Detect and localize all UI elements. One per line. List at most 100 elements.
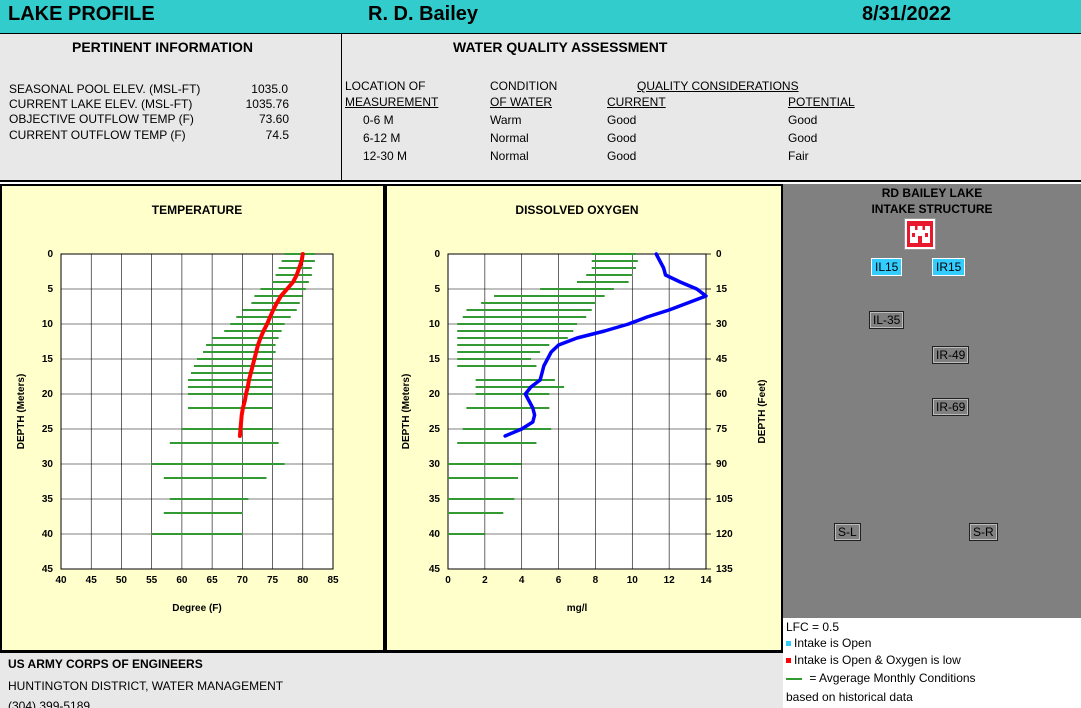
y-tick-label: 5	[47, 284, 53, 295]
intake-title-line2: INTAKE STRUCTURE	[871, 202, 993, 216]
monthly-line-icon	[786, 677, 802, 680]
y2-tick-label: 135	[716, 564, 733, 575]
x-tick-label: 50	[116, 575, 128, 586]
y-tick-label: 20	[429, 389, 441, 400]
y-tick-label: 10	[429, 319, 441, 330]
plot-area	[447, 253, 707, 570]
x-axis-label: Degree (F)	[172, 603, 221, 614]
wqa-title: WATER QUALITY ASSESSMENT	[453, 39, 668, 55]
legend-monthly-label: = Avgerage Monthly Conditions	[806, 671, 976, 685]
wqa-condition: Warm	[490, 113, 522, 127]
x-tick-label: 80	[297, 575, 309, 586]
wqa-header-of-water: OF WATER	[490, 95, 552, 109]
wqa-potential: Good	[788, 131, 818, 145]
corps-castle-icon	[904, 218, 936, 250]
gate-ir-69[interactable]: IR-69	[932, 398, 970, 416]
x-tick-label: 8	[593, 575, 599, 586]
y2-tick-label: 30	[716, 319, 728, 330]
y-tick-label: 40	[429, 529, 441, 540]
wqa-location: 12-30 M	[363, 149, 408, 163]
footer-org: US ARMY CORPS OF ENGINEERS	[8, 657, 203, 671]
profile-line	[503, 252, 708, 438]
y-tick-label: 5	[434, 284, 440, 295]
x-tick-label: 85	[327, 575, 339, 586]
lfc-value: LFC = 0.5	[786, 620, 840, 634]
wqa-header-condition: CONDITION	[490, 79, 558, 93]
y-tick-label: 45	[429, 564, 441, 575]
wqa-header-location: LOCATION OF	[345, 79, 426, 93]
pertinent-title: PERTINENT INFORMATION	[72, 39, 253, 55]
legend-low: Intake is Open & Oxygen is low	[786, 653, 961, 667]
y2-tick-label: 15	[716, 284, 728, 295]
y2-tick-label: 60	[716, 389, 728, 400]
x-tick-label: 45	[86, 575, 98, 586]
temperature-chart: 40 45 50 55 60 65 70 75 80 85051015202530354045TE…	[16, 203, 339, 614]
y-tick-label: 20	[42, 389, 54, 400]
y-tick-label: 15	[42, 354, 54, 365]
low-oxygen-swatch-icon	[786, 658, 791, 664]
gate-il15[interactable]: IL15	[871, 258, 903, 276]
x-tick-label: 12	[664, 575, 676, 586]
x-tick-label: 75	[267, 575, 279, 586]
y-axis-label: DEPTH (Meters)	[401, 374, 412, 450]
gate-ir-49[interactable]: IR-49	[932, 346, 970, 364]
y2-tick-label: 75	[716, 424, 728, 435]
pertinent-value: 73.60	[258, 112, 289, 126]
lake-name: R. D. Bailey	[368, 3, 479, 25]
pertinent-label: OBJECTIVE OUTFLOW TEMP (F)	[9, 112, 194, 126]
y-tick-label: 30	[42, 459, 54, 470]
x-tick-label: 55	[146, 575, 158, 586]
report-date: 8/31/2022	[862, 3, 951, 25]
header-bar: LAKE PROFILE R. D. Bailey 8/31/2022	[0, 0, 1081, 34]
y2-tick-label: 0	[716, 249, 722, 260]
y-tick-label: 45	[42, 564, 54, 575]
plot-area	[60, 253, 334, 570]
gate-ir15[interactable]: IR15	[932, 258, 966, 276]
chart-title: DISSOLVED OXYGEN	[515, 203, 638, 217]
wqa-header-measurement: MEASUREMENT	[345, 95, 439, 109]
y2-tick-label: 90	[716, 459, 728, 470]
open-swatch-icon	[786, 641, 791, 647]
wqa-condition: Normal	[490, 149, 529, 163]
wqa-condition: Normal	[490, 131, 529, 145]
x-axis-label: mg/l	[567, 603, 588, 614]
wqa-current: Good	[607, 149, 637, 163]
y-tick-label: 30	[429, 459, 441, 470]
y-tick-label: 35	[42, 494, 54, 505]
wqa-location: 6-12 M	[363, 131, 401, 145]
oxygen-panel: 0 2 4 6 8 10 12 14 0 5 10 15 20 25 30 35 40 45 0 15 30 45 60 75…	[385, 184, 783, 652]
y-tick-label: 15	[429, 354, 441, 365]
gate-il-35[interactable]: IL-35	[869, 311, 905, 329]
wqa-header-current: CURRENT	[607, 95, 666, 109]
x-tick-label: 70	[237, 575, 249, 586]
legend-open-label: Intake is Open	[794, 636, 872, 650]
legend-low-label: Intake is Open & Oxygen is low	[794, 653, 961, 667]
x-tick-label: 0	[445, 575, 451, 586]
gate-s-r[interactable]: S-R	[969, 523, 998, 541]
y-tick-label: 10	[42, 319, 54, 330]
y-tick-label: 40	[42, 529, 54, 540]
page-title: LAKE PROFILE	[8, 3, 155, 25]
y-tick-label: 25	[429, 424, 441, 435]
y-tick-label: 0	[434, 249, 440, 260]
gate-s-l[interactable]: S-L	[834, 523, 861, 541]
footer: US ARMY CORPS OF ENGINEERS HUNTINGTON DI…	[0, 652, 783, 708]
pertinent-label: CURRENT LAKE ELEV. (MSL-FT)	[9, 97, 193, 111]
x-tick-label: 6	[556, 575, 562, 586]
x-tick-label: 14	[700, 575, 712, 586]
y2-tick-label: 105	[716, 494, 733, 505]
x-tick-label: 4	[519, 575, 525, 586]
pertinent-value: 1035.0	[251, 82, 288, 96]
wqa-header-potential: POTENTIAL	[788, 95, 855, 109]
footer-district: HUNTINGTON DISTRICT, WATER MANAGEMENT	[8, 679, 284, 693]
legend-monthly: = Avgerage Monthly Conditions	[786, 671, 976, 685]
x-tick-label: 65	[207, 575, 219, 586]
wqa-location: 0-6 M	[363, 113, 394, 127]
info-section: PERTINENT INFORMATION SEASONAL POOL ELEV…	[0, 34, 1081, 182]
oxygen-chart: 0 2 4 6 8 10 12 14 0 5 10 15 20 25 30 35 40 45 0 15 30 45 60 75…	[401, 203, 768, 614]
pertinent-label: CURRENT OUTFLOW TEMP (F)	[9, 128, 186, 142]
pertinent-value: 74.5	[265, 128, 289, 142]
y-axis-label: DEPTH (Meters)	[16, 374, 27, 450]
x-tick-label: 40	[55, 575, 67, 586]
wqa-potential: Good	[788, 113, 818, 127]
